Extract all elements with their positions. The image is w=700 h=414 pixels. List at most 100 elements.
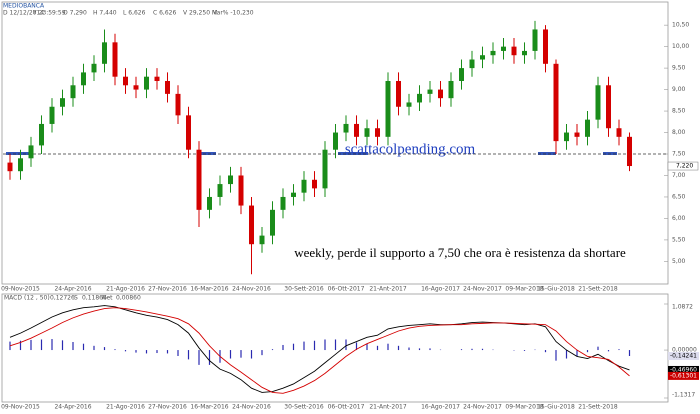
- candle-body: [616, 128, 622, 137]
- candle-body: [343, 123, 349, 133]
- y-tick-label: 10,00: [672, 43, 689, 50]
- x-tick-label: 24-Apr-2016: [54, 286, 91, 293]
- candle-body: [469, 59, 475, 69]
- macd-y-tick-label: -1,1317: [672, 392, 695, 399]
- y-tick-label: 9,50: [672, 65, 686, 72]
- candle-body: [133, 85, 139, 90]
- macd-x-tick-label: 24-Apr-2016: [54, 404, 91, 411]
- macd-x-tick-label: 27-Nov-2016: [148, 404, 187, 411]
- candle-body: [312, 179, 317, 189]
- candle-body: [501, 46, 506, 51]
- macd-header-item: 0,00860: [116, 295, 141, 302]
- info-item: O 7,290: [63, 10, 87, 17]
- candle-body: [564, 132, 569, 142]
- candle-body: [217, 184, 223, 197]
- macd-header-item: MACD: [4, 295, 22, 302]
- x-tick-label: 15-Giu-2018: [537, 286, 575, 293]
- x-tick-label: 16-Ago-2017: [421, 286, 460, 293]
- candle-body: [165, 80, 170, 94]
- candle-body: [270, 209, 275, 236]
- y-tick-label: 8,00: [672, 129, 686, 136]
- candle-body: [291, 192, 296, 197]
- info-item: Var% -10,230: [213, 10, 254, 17]
- candle-body: [438, 89, 443, 99]
- y-tick-label: 7,50: [672, 151, 686, 158]
- candle-body: [385, 80, 391, 137]
- macd-x-tick-label: 09-Nov-2015: [1, 404, 40, 411]
- last-value-box: [668, 371, 699, 380]
- support-marker: [200, 152, 216, 155]
- annotation: weekly, perde il supporto a 7,50 che ora…: [294, 245, 626, 260]
- macd-y-tick-label: 1,0872: [672, 304, 693, 311]
- info-item: Y 23:59:59: [32, 10, 66, 17]
- candle-body: [406, 102, 412, 107]
- candle-body: [301, 179, 307, 193]
- candle-body: [627, 136, 632, 167]
- info-item: H 7,440: [93, 10, 117, 17]
- candle-body: [480, 55, 485, 60]
- macd-x-tick-label: 21-Ant-2017: [369, 404, 407, 411]
- macd-x-tick-label: 21-Ago-2016: [106, 404, 145, 411]
- last-value-box: [668, 365, 699, 374]
- chart-title: MEDIOBANCA: [3, 3, 45, 10]
- last-value-label: -0,46960: [670, 366, 697, 373]
- last-value-label: -0,61301: [670, 372, 697, 379]
- macd-frame: [1, 293, 669, 403]
- y-tick-label: 7,00: [672, 172, 686, 179]
- candle-body: [511, 46, 517, 56]
- x-tick-label: 21-Ant-2017: [369, 286, 407, 293]
- macd-header-item: Net: [102, 295, 113, 302]
- candle-body: [364, 128, 370, 137]
- macd-x-tick-label: 16-Mar-2016: [190, 404, 228, 411]
- candle-body: [144, 76, 149, 90]
- candle-body: [375, 128, 380, 137]
- x-tick-label: 21-Ago-2016: [106, 286, 145, 293]
- x-tick-label: 06-Ott-2017: [328, 286, 365, 293]
- candle-body: [322, 149, 328, 189]
- macd-x-tick-label: 24-Nov-2016: [232, 404, 271, 411]
- candle-body: [39, 123, 44, 146]
- macd-x-tick-label: 15-Giu-2018: [537, 404, 575, 411]
- y-tick-label: 5,00: [672, 258, 686, 265]
- watermark: scattacolpending.com: [345, 141, 476, 157]
- candle-body: [333, 132, 338, 150]
- info-item: V 29,250 M: [183, 10, 217, 17]
- macd-header-item: (12 , 50): [24, 295, 50, 302]
- candle-body: [49, 106, 55, 124]
- support-marker: [538, 152, 556, 155]
- y-tick-label: 6,00: [672, 215, 686, 222]
- x-tick-label: 24-Nov-2016: [232, 286, 271, 293]
- candle-body: [522, 50, 527, 56]
- candle-body: [7, 162, 13, 172]
- macd-x-tick-label: 16-Ago-2017: [421, 404, 460, 411]
- macd-x-tick-label: 06-Ott-2017: [328, 404, 365, 411]
- macd-x-tick-label: 21-Sett-2018: [578, 404, 618, 411]
- macd-x-tick-label: 24-Nov-2017: [463, 404, 502, 411]
- candle-body: [532, 29, 538, 51]
- last-value-label: -0,14241: [670, 352, 697, 359]
- candle-body: [606, 85, 611, 129]
- candle-body: [259, 235, 265, 245]
- y-tick-label: 5,50: [672, 236, 686, 243]
- y-tick-label: 10,50: [672, 22, 689, 29]
- candle-body: [553, 63, 559, 142]
- support-marker: [603, 152, 617, 155]
- candle-body: [60, 98, 65, 107]
- x-tick-label: 27-Nov-2016: [148, 286, 187, 293]
- x-tick-label: 09-Mar-2018: [505, 286, 543, 293]
- y-tick-label: 8,50: [672, 108, 686, 115]
- candle-body: [448, 80, 454, 99]
- macd-y-tick-label: 0,00000: [672, 347, 697, 354]
- candle-body: [196, 149, 202, 210]
- candle-body: [154, 76, 160, 81]
- macd-line: [9, 307, 630, 394]
- candle-body: [186, 115, 191, 150]
- candle-body: [91, 63, 97, 73]
- last-price-label: 7,220: [676, 163, 693, 170]
- x-tick-label: 24-Nov-2017: [463, 286, 502, 293]
- candle-body: [28, 145, 34, 159]
- candle-body: [396, 80, 401, 107]
- x-tick-label: 30-Sett-2016: [284, 286, 324, 293]
- y-tick-label: 6,50: [672, 193, 686, 200]
